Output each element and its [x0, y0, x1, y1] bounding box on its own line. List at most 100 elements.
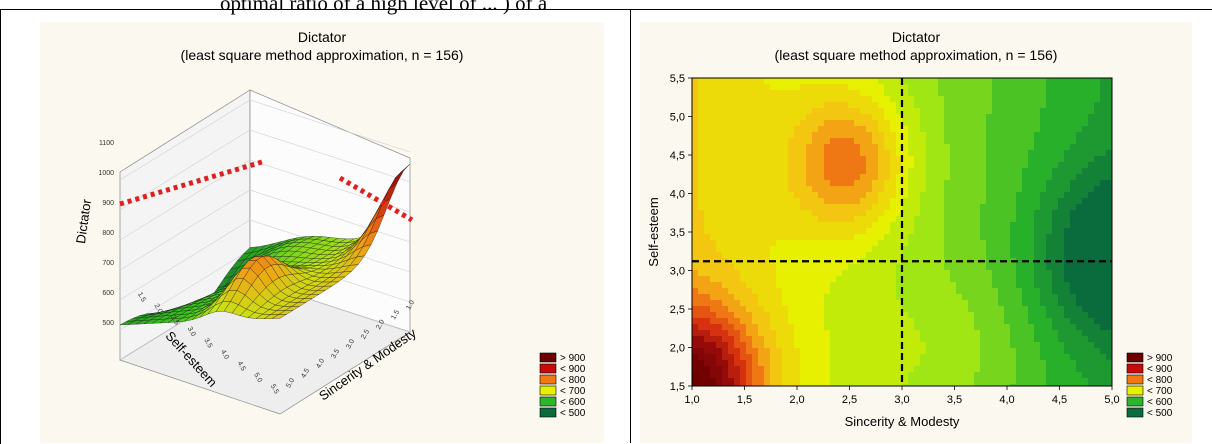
- contour-cell: [722, 264, 729, 271]
- contour-cell: [1028, 264, 1035, 271]
- contour-cell: [866, 114, 873, 121]
- contour-cell: [734, 348, 741, 355]
- contour-cell: [812, 102, 819, 109]
- contour-cell: [914, 246, 921, 253]
- contour-cell: [890, 330, 897, 337]
- contour-cell: [1064, 120, 1071, 127]
- contour-cell: [878, 222, 885, 229]
- contour-cell: [944, 138, 951, 145]
- contour-cell: [926, 84, 933, 91]
- contour-cell: [974, 276, 981, 283]
- contour-cell: [1100, 276, 1107, 283]
- y-tick-label: 2,0: [670, 343, 685, 355]
- contour-cell: [968, 78, 975, 85]
- contour-cell: [1088, 210, 1095, 217]
- contour-cell: [704, 102, 711, 109]
- contour-cell: [818, 198, 825, 205]
- contour-cell: [1034, 120, 1041, 127]
- contour-cell: [1058, 150, 1065, 157]
- contour-cell: [1082, 102, 1089, 109]
- contour-cell: [1070, 90, 1077, 97]
- contour-cell: [956, 168, 963, 175]
- contour-cell: [962, 90, 969, 97]
- contour-cell: [1070, 234, 1077, 241]
- contour-cell: [752, 192, 759, 199]
- contour-cell: [704, 198, 711, 205]
- contour-cell: [926, 306, 933, 313]
- contour-cell: [782, 372, 789, 379]
- legend-swatch: [540, 353, 556, 362]
- contour-cell: [842, 294, 849, 301]
- contour-cell: [818, 372, 825, 379]
- contour-cell: [938, 222, 945, 229]
- contour-cell: [908, 114, 915, 121]
- contour-cell: [1010, 306, 1017, 313]
- contour-cell: [1088, 324, 1095, 331]
- contour-cell: [758, 144, 765, 151]
- contour-cell: [710, 264, 717, 271]
- contour-cell: [1004, 132, 1011, 139]
- contour-cell: [836, 252, 843, 259]
- contour-cell: [992, 354, 999, 361]
- contour-cell: [764, 186, 771, 193]
- contour-cell: [818, 168, 825, 175]
- contour-cell: [818, 114, 825, 121]
- contour-cell: [800, 282, 807, 289]
- contour-cell: [872, 192, 879, 199]
- contour-cell: [740, 204, 747, 211]
- contour-cell: [926, 186, 933, 193]
- contour-cell: [866, 78, 873, 85]
- contour-cell: [698, 192, 705, 199]
- contour-cell: [974, 336, 981, 343]
- contour-cell: [692, 378, 699, 385]
- contour-cell: [698, 168, 705, 175]
- contour-cell: [752, 366, 759, 373]
- contour-cell: [884, 312, 891, 319]
- contour-cell: [1052, 264, 1059, 271]
- contour-cell: [890, 300, 897, 307]
- contour-cell: [1100, 90, 1107, 97]
- contour-cell: [962, 330, 969, 337]
- contour-cell: [806, 318, 813, 325]
- contour-cell: [1004, 108, 1011, 115]
- x-tick-label: 1,0: [684, 394, 699, 406]
- contour-cell: [866, 102, 873, 109]
- contour-cell: [740, 132, 747, 139]
- contour-cell: [884, 324, 891, 331]
- surface-subtitle: (least square method approximation, n = …: [181, 47, 464, 63]
- contour-cell: [728, 150, 735, 157]
- contour-cell: [986, 186, 993, 193]
- contour-cell: [956, 186, 963, 193]
- contour-cell: [758, 120, 765, 127]
- contour-cell: [722, 306, 729, 313]
- contour-cell: [812, 342, 819, 349]
- contour-cell: [884, 366, 891, 373]
- legend-label: < 900: [1147, 364, 1173, 375]
- contour-cell: [890, 84, 897, 91]
- contour-cell: [1100, 378, 1107, 385]
- contour-cell: [914, 96, 921, 103]
- contour-cell: [752, 120, 759, 127]
- contour-cell: [794, 366, 801, 373]
- contour-cell: [710, 222, 717, 229]
- contour-cell: [992, 78, 999, 85]
- contour-cell: [1082, 114, 1089, 121]
- contour-cell: [1004, 354, 1011, 361]
- contour-cell: [1034, 348, 1041, 355]
- contour-cell: [1064, 174, 1071, 181]
- contour-cell: [1052, 84, 1059, 91]
- contour-cell: [1076, 114, 1083, 121]
- contour-cell: [1082, 384, 1089, 391]
- contour-cell: [1010, 108, 1017, 115]
- contour-cell: [956, 78, 963, 85]
- contour-cell: [1040, 156, 1047, 163]
- contour-cell: [962, 180, 969, 187]
- contour-cell: [698, 138, 705, 145]
- contour-cell: [1046, 228, 1053, 235]
- contour-cell: [1076, 150, 1083, 157]
- contour-cell: [992, 228, 999, 235]
- contour-cell: [926, 234, 933, 241]
- contour-cell: [980, 252, 987, 259]
- contour-cell: [830, 138, 837, 145]
